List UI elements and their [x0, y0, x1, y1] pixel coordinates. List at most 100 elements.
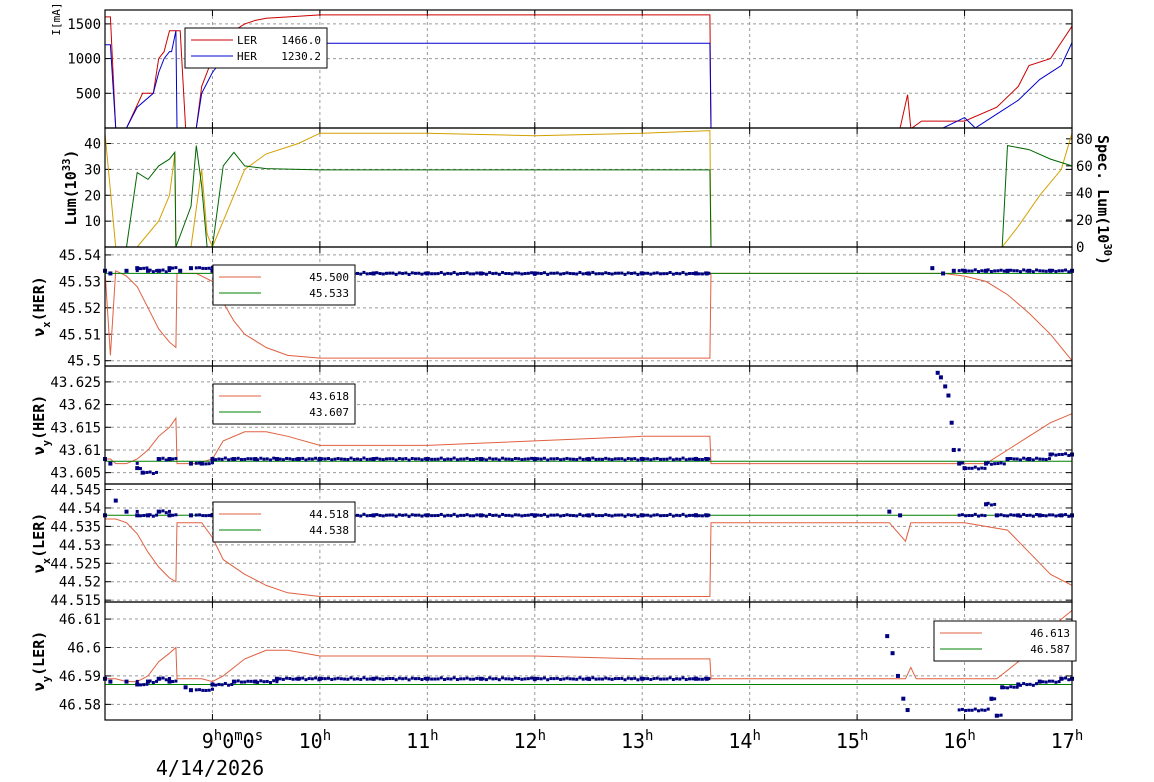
data-point [613, 513, 617, 517]
data-point [401, 457, 405, 461]
x-axis-date: 4/14/2026 [156, 756, 264, 780]
panel-frame [104, 601, 1073, 721]
data-point [1057, 680, 1061, 684]
data-point [443, 272, 447, 276]
data-point [378, 513, 382, 517]
data-point [967, 708, 971, 712]
data-point [993, 697, 997, 701]
data-point [623, 272, 627, 276]
data-point [372, 677, 376, 681]
data-point [475, 513, 479, 517]
data-point [439, 676, 443, 680]
data-point [597, 514, 601, 518]
data-point [1018, 270, 1022, 274]
data-point [455, 514, 459, 518]
data-point [960, 461, 964, 465]
data-point [584, 271, 588, 275]
data-point [652, 271, 656, 275]
data-point [262, 680, 266, 684]
y-tick-label: 1000 [67, 52, 101, 68]
data-point [1022, 682, 1026, 686]
data-point [365, 457, 369, 461]
data-point [591, 676, 595, 680]
data-point [207, 462, 211, 466]
y-tick-label: 44.545 [50, 483, 101, 499]
data-point [642, 271, 646, 275]
data-point [494, 271, 498, 275]
data-point [430, 272, 434, 276]
data-point [359, 272, 363, 276]
data-point [1012, 457, 1016, 461]
data-point [417, 513, 421, 517]
data-point [1028, 513, 1032, 517]
data-point [164, 458, 168, 462]
data-point [148, 470, 152, 474]
data-point [626, 513, 630, 517]
data-point [552, 457, 556, 461]
data-point [330, 458, 334, 462]
data-point [1028, 457, 1032, 461]
y-tick-label: 43.625 [50, 375, 101, 391]
data-point [475, 271, 479, 275]
data-point [542, 456, 546, 460]
data-point [326, 457, 330, 461]
data-point [401, 513, 405, 517]
data-point [973, 707, 977, 711]
data-point [1031, 683, 1035, 687]
data-point [317, 678, 321, 682]
data-point [420, 678, 424, 682]
data-point [697, 457, 701, 461]
data-point [268, 681, 272, 685]
data-point [951, 268, 956, 273]
data-point [278, 457, 282, 461]
label-part: 0 [222, 729, 234, 753]
data-point [999, 513, 1003, 517]
data-point [1041, 457, 1045, 461]
data-point [468, 514, 472, 518]
data-point [555, 513, 559, 517]
data-point [960, 268, 964, 272]
data-point [372, 514, 376, 518]
data-point [983, 269, 987, 273]
data-point [375, 513, 379, 517]
data-point [481, 457, 485, 461]
data-point [314, 676, 318, 680]
data-point [1038, 269, 1042, 273]
data-point [210, 268, 215, 273]
data-point [568, 677, 572, 681]
x-tick-label: 10h [299, 728, 332, 753]
data-point [629, 513, 633, 517]
data-point [986, 268, 990, 272]
data-point [204, 514, 208, 518]
data-point [484, 678, 488, 682]
data-point [1041, 680, 1045, 684]
data-point [607, 457, 611, 461]
data-point [462, 457, 466, 461]
data-point [668, 270, 672, 274]
data-point [575, 514, 579, 518]
data-point [671, 514, 675, 518]
data-point [691, 677, 695, 681]
data-point [964, 708, 968, 712]
data-point [135, 513, 140, 518]
data-point [649, 514, 653, 518]
data-point [161, 456, 165, 460]
data-point [368, 272, 372, 276]
data-point [484, 458, 488, 462]
data-point [1015, 269, 1019, 273]
data-point [629, 271, 633, 275]
data-point [214, 458, 218, 462]
data-point [510, 514, 514, 518]
data-point [167, 457, 171, 461]
data-point [394, 514, 398, 518]
data-point [1051, 452, 1055, 456]
data-point [410, 676, 414, 680]
data-point [355, 677, 359, 681]
data-point [397, 676, 401, 680]
data-point [135, 679, 139, 683]
data-point [520, 677, 524, 681]
data-point [494, 677, 498, 681]
data-point [394, 458, 398, 462]
data-point [943, 384, 948, 389]
